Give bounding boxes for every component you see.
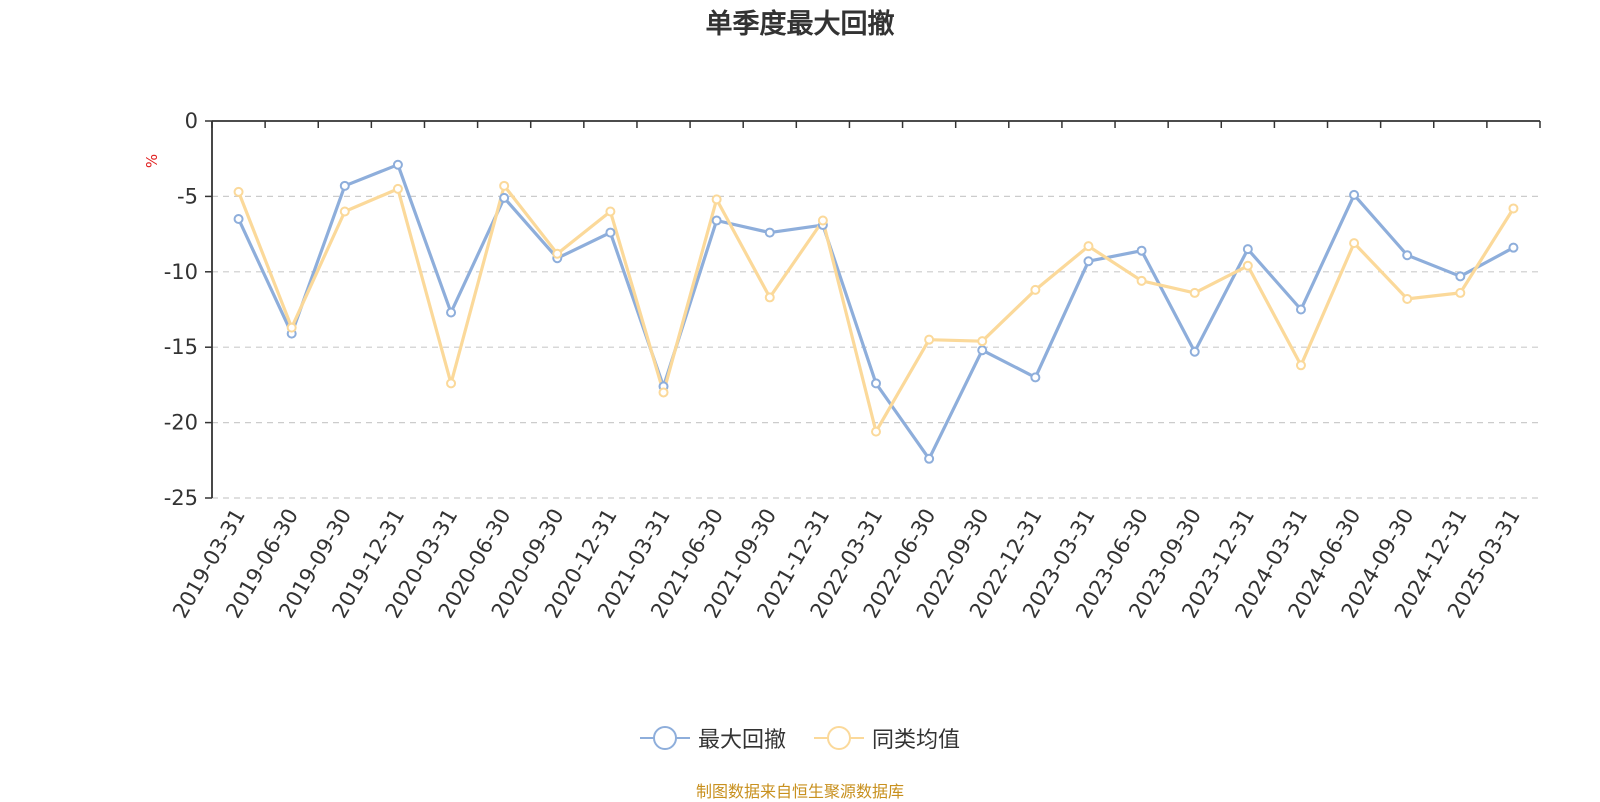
point-s0-14[interactable] xyxy=(977,345,988,356)
point-s0-3[interactable] xyxy=(392,159,403,170)
point-s0-15[interactable] xyxy=(1030,372,1041,383)
point-s0-19[interactable] xyxy=(1242,244,1253,255)
point-s0-12[interactable] xyxy=(871,378,881,389)
legend-label-1: 同类均值 xyxy=(872,728,961,753)
point-s0-16[interactable] xyxy=(1083,256,1094,267)
point-s0-21[interactable] xyxy=(1349,189,1360,200)
series-layer xyxy=(233,159,1519,464)
y-tick-label-0: 0 xyxy=(185,109,198,133)
point-s1-24[interactable] xyxy=(1508,203,1519,214)
y-tick-label-3: -15 xyxy=(164,335,198,359)
point-s0-5[interactable] xyxy=(499,192,510,203)
point-s1-15[interactable] xyxy=(1030,284,1041,295)
data-source-note: 制图数据来自恒生聚源数据库 xyxy=(695,782,904,801)
point-s1-5[interactable] xyxy=(499,180,510,191)
point-s1-14[interactable] xyxy=(977,336,988,347)
point-s0-20[interactable] xyxy=(1295,304,1306,315)
legend-item-0[interactable]: 最大回撤 xyxy=(639,722,786,754)
grid-lines xyxy=(212,195,1540,499)
y-tick-label-1: -5 xyxy=(177,184,198,208)
y-tick-label-5: -25 xyxy=(164,486,198,510)
point-s0-23[interactable] xyxy=(1455,271,1466,282)
legend-item-1[interactable]: 同类均值 xyxy=(814,722,960,754)
point-s0-13[interactable] xyxy=(924,453,935,464)
point-s1-3[interactable] xyxy=(392,183,403,194)
point-s0-17[interactable] xyxy=(1136,245,1147,256)
point-s0-0[interactable] xyxy=(233,214,244,225)
point-s1-21[interactable] xyxy=(1349,238,1360,249)
series-line-1 xyxy=(237,184,1515,434)
point-s1-18[interactable] xyxy=(1189,287,1200,298)
y-tick-label-2: -10 xyxy=(164,260,198,284)
point-s1-13[interactable] xyxy=(924,334,935,345)
point-s1-22[interactable] xyxy=(1402,293,1413,304)
point-s1-1[interactable] xyxy=(286,322,297,333)
point-s0-2[interactable] xyxy=(339,180,350,191)
point-s1-0[interactable] xyxy=(233,186,244,197)
point-s1-10[interactable] xyxy=(764,292,775,303)
point-s0-24[interactable] xyxy=(1508,242,1519,253)
point-s0-18[interactable] xyxy=(1189,346,1200,357)
point-s0-9[interactable] xyxy=(711,215,722,226)
legend-label-0: 最大回撤 xyxy=(697,728,786,753)
point-s1-2[interactable] xyxy=(339,206,350,217)
point-s1-4[interactable] xyxy=(446,378,457,389)
legend-swatch-1 xyxy=(814,726,864,750)
legend-swatch-0 xyxy=(639,726,690,750)
point-s1-20[interactable] xyxy=(1295,360,1306,371)
legend-marker-0 xyxy=(652,726,677,750)
point-s1-23[interactable] xyxy=(1455,287,1466,298)
y-tick-label-4: -20 xyxy=(164,411,198,435)
point-s0-7[interactable] xyxy=(605,227,616,238)
legend: 最大回撤 同类均值 xyxy=(0,722,1600,754)
point-s0-22[interactable] xyxy=(1402,250,1413,261)
point-s0-10[interactable] xyxy=(764,227,775,238)
legend-marker-1 xyxy=(827,726,851,750)
point-s1-19[interactable] xyxy=(1242,260,1253,271)
y-axis-label: % xyxy=(143,154,161,168)
axes: 0-5-10-15-20-25%2019-03-312019-06-302019… xyxy=(143,109,1541,622)
point-s1-12[interactable] xyxy=(871,426,881,437)
point-s1-9[interactable] xyxy=(711,194,722,205)
point-s1-8[interactable] xyxy=(658,387,669,398)
chart-title: 单季度最大回撤 xyxy=(705,9,895,40)
point-s0-4[interactable] xyxy=(446,307,457,318)
point-s1-7[interactable] xyxy=(605,206,616,217)
point-s1-16[interactable] xyxy=(1083,241,1094,252)
point-s1-17[interactable] xyxy=(1136,275,1147,286)
point-s1-6[interactable] xyxy=(552,248,563,259)
point-s1-11[interactable] xyxy=(817,215,828,226)
